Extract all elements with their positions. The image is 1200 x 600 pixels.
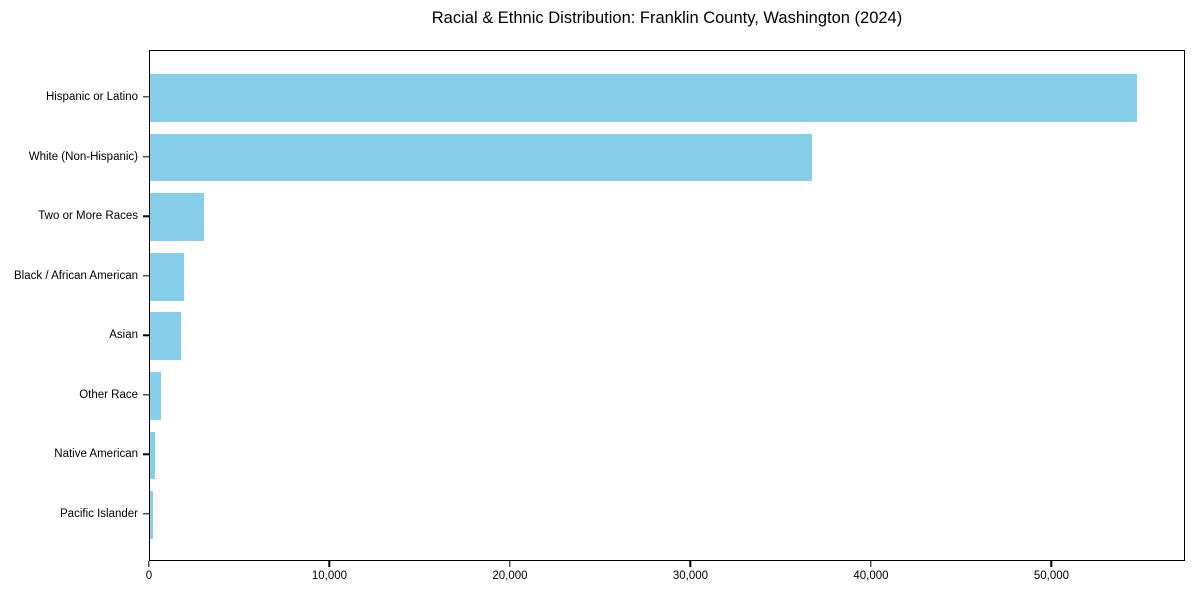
y-tick-label: Asian — [109, 329, 138, 342]
x-tick-label: 0 — [145, 570, 153, 582]
bar-black-african-american — [150, 252, 185, 301]
x-tick-mark — [509, 561, 511, 567]
y-tick-mark — [143, 96, 149, 98]
bar-hispanic-or-latino — [150, 74, 1138, 122]
chart-title: Racial & Ethnic Distribution: Franklin C… — [431, 9, 903, 27]
x-tick-mark — [689, 561, 692, 567]
y-tick-label: Other Race — [79, 388, 138, 401]
x-tick-mark — [1050, 561, 1053, 567]
x-tick-label: 30,000 — [672, 570, 709, 582]
x-tick-mark — [148, 561, 150, 567]
x-tick-mark — [328, 561, 331, 567]
bar-native-american — [150, 431, 155, 480]
x-tick-mark — [870, 561, 872, 567]
y-tick-mark — [143, 155, 149, 158]
y-tick-label: White (Non-Hispanic) — [28, 150, 138, 163]
y-tick-label: Hispanic or Latino — [45, 91, 138, 104]
bar-white-non-hispanic — [150, 133, 813, 182]
x-tick-label: 50,000 — [1033, 570, 1070, 582]
y-tick-label: Pacific Islander — [60, 507, 138, 520]
x-tick-label: 10,000 — [311, 570, 348, 582]
y-tick-mark — [143, 334, 149, 336]
y-tick-mark — [143, 215, 149, 217]
plot-area — [149, 50, 1185, 561]
x-tick-label: 40,000 — [853, 570, 889, 582]
bar-asian — [150, 312, 181, 361]
bar-two-or-more-races — [150, 193, 205, 241]
y-tick-label: Native American — [54, 448, 138, 461]
y-tick-mark — [143, 513, 149, 515]
x-tick-label: 20,000 — [492, 570, 528, 582]
bar-other-race — [150, 372, 161, 420]
y-tick-mark — [143, 453, 149, 456]
bar-pacific-islander — [150, 491, 154, 539]
y-tick-label: Two or More Races — [38, 210, 138, 223]
y-tick-label: Black / African American — [14, 269, 138, 282]
y-tick-mark — [143, 275, 149, 277]
y-tick-mark — [143, 394, 149, 396]
